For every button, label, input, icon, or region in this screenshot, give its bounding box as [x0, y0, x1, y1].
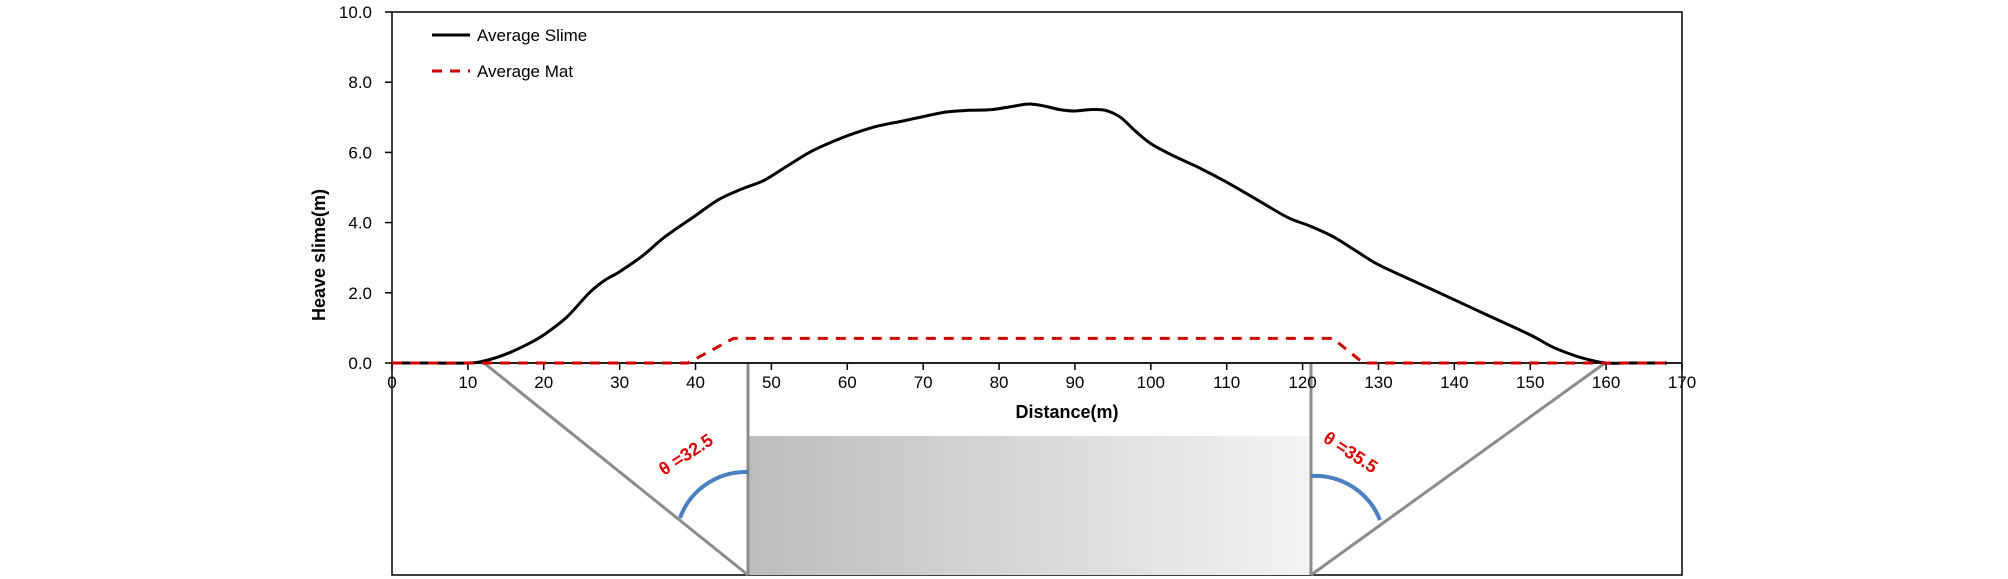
x-tick-label: 80	[990, 373, 1009, 392]
y-axis-title: Heave slime(m)	[309, 189, 329, 321]
x-tick-label: 70	[914, 373, 933, 392]
x-tick-label: 40	[686, 373, 705, 392]
x-axis-title: Distance(m)	[1015, 402, 1118, 422]
slope-line-left	[483, 361, 749, 577]
x-tick-label: 130	[1364, 373, 1392, 392]
x-tick-label: 0	[387, 373, 396, 392]
trench-fill	[748, 436, 1311, 575]
y-tick-label: 10.0	[339, 3, 372, 22]
legend-label-mat: Average Mat	[477, 62, 573, 81]
x-tick-label: 170	[1668, 373, 1696, 392]
series-line-average-slime	[391, 102, 1667, 365]
x-tick-label: 160	[1592, 373, 1620, 392]
legend-label-slime: Average Slime	[477, 26, 587, 45]
legend: Average Slime Average Mat	[432, 26, 587, 81]
angle-arc-right	[1310, 473, 1382, 521]
y-axis-ticks: 0.0 2.0 4.0 6.0 8.0 10.0	[339, 3, 392, 373]
y-tick-label: 8.0	[348, 73, 372, 92]
x-tick-label: 30	[610, 373, 629, 392]
x-tick-label: 90	[1065, 373, 1084, 392]
y-tick-label: 0.0	[348, 354, 372, 373]
x-tick-label: 140	[1440, 373, 1468, 392]
x-tick-label: 110	[1213, 373, 1240, 392]
y-tick-label: 2.0	[348, 284, 372, 303]
slope-line-right	[1310, 361, 1606, 577]
x-tick-label: 60	[838, 373, 857, 392]
x-tick-label: 10	[458, 373, 477, 392]
x-tick-label: 150	[1516, 373, 1544, 392]
x-tick-label: 20	[534, 373, 553, 392]
y-tick-label: 6.0	[348, 143, 372, 162]
x-tick-label: 100	[1137, 373, 1165, 392]
series-layer	[391, 102, 1667, 365]
series-line-average-mat	[392, 336, 1667, 365]
y-tick-label: 4.0	[348, 214, 372, 233]
x-tick-label: 50	[762, 373, 781, 392]
plot-frame	[391, 11, 1683, 364]
x-tick-label: 120	[1288, 373, 1316, 392]
angle-arc-left	[678, 469, 749, 519]
trench-diagram: θ =32.5 θ =35.5	[391, 361, 1683, 577]
